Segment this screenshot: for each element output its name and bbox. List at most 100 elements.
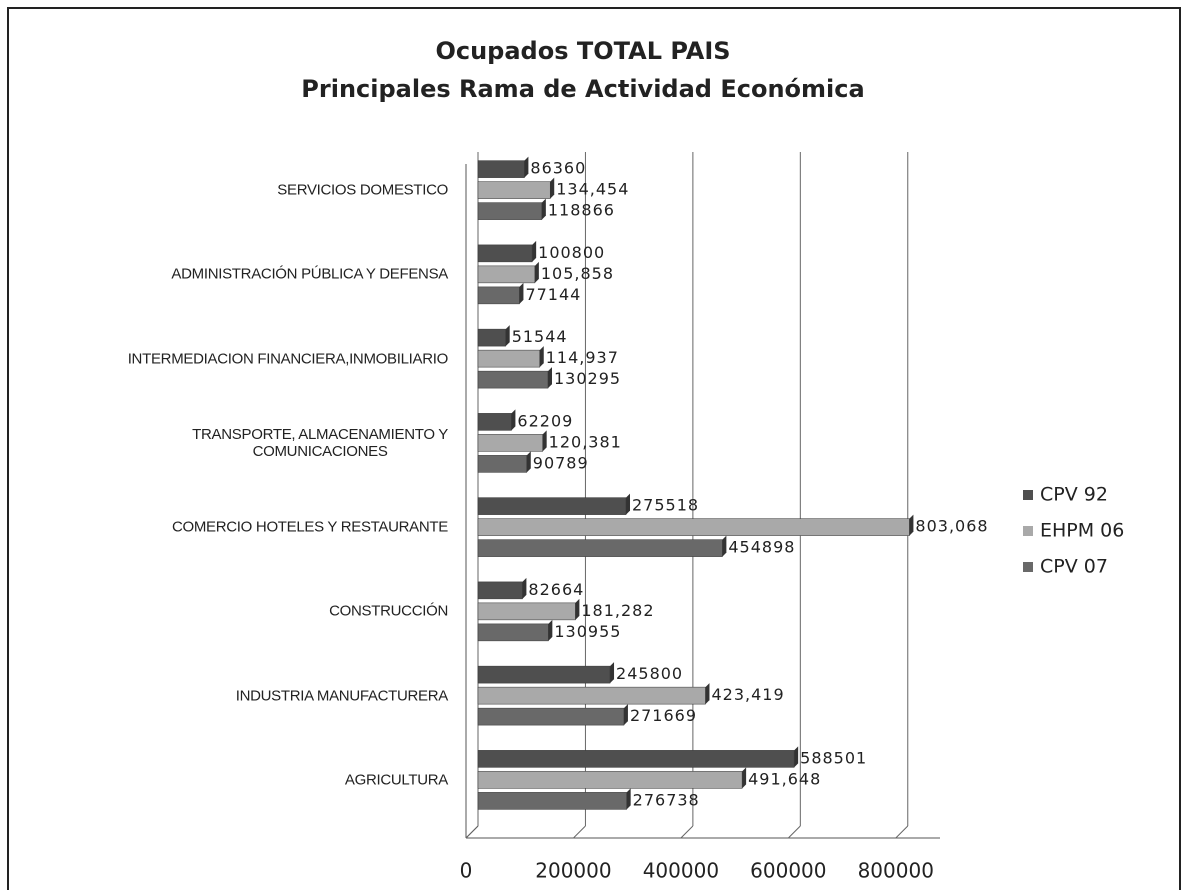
bar-end <box>705 683 710 705</box>
bar <box>477 497 627 515</box>
data-label: 803,068 <box>915 517 988 536</box>
data-label: 62209 <box>517 411 573 430</box>
x-tick-label: 200000 <box>535 859 611 883</box>
bar-end <box>575 598 580 620</box>
x-tick-label: 0 <box>460 859 473 883</box>
chart-title: Ocupados TOTAL PAIS <box>435 37 730 65</box>
x-tick-label: 800000 <box>858 859 934 883</box>
y-tick-label: ADMINISTRACIÓN PÚBLICA Y DEFENSA <box>171 265 448 283</box>
data-label: 271669 <box>630 706 697 725</box>
bar-end <box>742 767 747 789</box>
bar-end <box>526 451 531 473</box>
bar-end <box>524 156 529 178</box>
bar <box>477 623 549 642</box>
bar-end <box>532 240 537 262</box>
data-label: 134,454 <box>556 180 629 199</box>
y-tick-label: SERVICIOS DOMESTICO <box>277 181 448 199</box>
y-tick-label: TRANSPORTE, ALMACENAMIENTO Y COMUNICACIO… <box>192 425 448 460</box>
data-label: 130295 <box>554 369 621 388</box>
bar <box>477 665 611 684</box>
data-label: 423,419 <box>711 685 784 704</box>
data-label: 130955 <box>554 622 621 641</box>
bar-end <box>794 746 799 768</box>
data-label: 454898 <box>728 538 795 557</box>
bar-end <box>519 282 524 304</box>
bar-end <box>511 409 516 431</box>
grid-line <box>465 825 479 839</box>
bar <box>477 286 520 305</box>
data-label: 100800 <box>538 243 605 262</box>
bar <box>477 370 549 389</box>
data-label: 276738 <box>633 790 700 809</box>
bar-end <box>548 619 553 641</box>
data-label: 105,858 <box>541 264 614 283</box>
legend-swatch <box>1023 490 1033 500</box>
bar-end <box>541 198 546 220</box>
legend-label: EHPM 06 <box>1040 520 1124 542</box>
chart-subtitle: Principales Rama de Actividad Económica <box>301 75 864 103</box>
legend-swatch <box>1023 562 1033 572</box>
bar <box>477 434 543 452</box>
bar <box>477 750 795 768</box>
data-label: 51544 <box>512 327 568 346</box>
bar <box>477 160 525 178</box>
bar-end <box>547 367 552 389</box>
bar-end <box>909 514 914 536</box>
y-tick-label: INTERMEDIACION FINANCIERA,INMOBILIARIO <box>127 350 449 368</box>
data-label: 82664 <box>528 580 584 599</box>
bar <box>477 244 533 263</box>
bar <box>477 265 536 284</box>
data-label: 588501 <box>800 748 867 767</box>
y-tick-label: COMERCIO HOTELES Y RESTAURANTE <box>171 518 448 536</box>
bar-end <box>623 704 628 726</box>
legend-swatch <box>1023 526 1033 536</box>
bar <box>477 581 523 600</box>
bar-end <box>539 346 544 368</box>
bar-end <box>522 577 527 599</box>
y-tick-label: AGRICULTURA <box>344 771 448 789</box>
bar <box>477 455 528 473</box>
data-label: 181,282 <box>581 601 654 620</box>
bar <box>477 181 551 199</box>
data-label: 90789 <box>533 453 589 472</box>
legend-label: CPV 92 <box>1040 484 1108 506</box>
legend-label: CPV 07 <box>1040 556 1108 578</box>
bar-end <box>722 535 727 557</box>
bar-end <box>626 788 631 810</box>
bar <box>477 202 543 220</box>
bar <box>477 686 706 705</box>
grid-line <box>573 825 586 839</box>
bar-end <box>550 177 555 199</box>
data-label: 245800 <box>616 664 683 683</box>
bar-end <box>542 430 547 452</box>
data-label: 120,381 <box>549 432 622 451</box>
grid-line <box>680 825 694 839</box>
x-tick-label: 400000 <box>643 859 719 883</box>
bar-end <box>534 261 539 283</box>
bar <box>477 518 910 536</box>
bar-end <box>505 325 510 347</box>
grid-line <box>787 825 801 839</box>
bar <box>477 771 743 789</box>
bar <box>477 602 576 621</box>
data-label: 275518 <box>632 496 699 515</box>
y-tick-label: CONSTRUCCIÓN <box>329 602 448 620</box>
bar <box>477 328 506 347</box>
data-label: 118866 <box>548 201 615 220</box>
bar-end <box>626 493 631 515</box>
bar <box>477 349 540 368</box>
x-tick-label: 600000 <box>750 859 826 883</box>
frame <box>7 7 1181 890</box>
data-label: 86360 <box>530 159 586 178</box>
grid-line <box>895 825 909 839</box>
y-tick-label: INDUSTRIA MANUFACTURERA <box>235 687 449 705</box>
bar <box>477 707 625 726</box>
bar <box>477 792 627 810</box>
data-label: 491,648 <box>748 769 821 788</box>
data-label: 114,937 <box>546 348 619 367</box>
data-label: 77144 <box>525 285 581 304</box>
bar <box>477 539 723 557</box>
bar <box>477 413 512 431</box>
